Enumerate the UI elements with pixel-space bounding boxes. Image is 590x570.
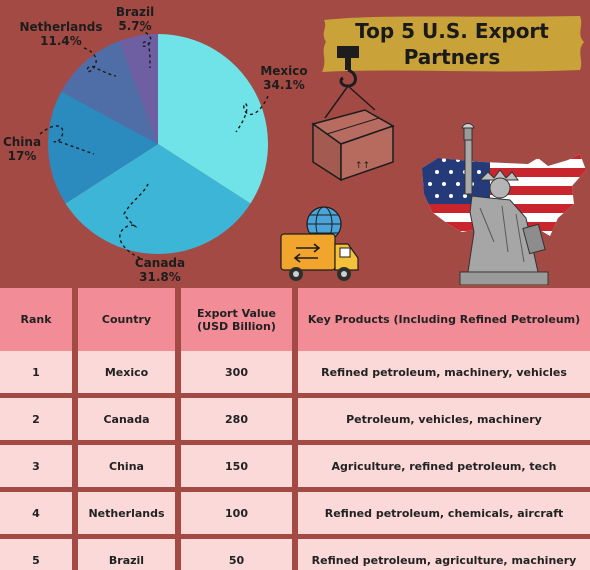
pointer-arrow-china — [39, 125, 95, 155]
slice-value-china: 17% — [7, 149, 37, 163]
pie-slice-china — [48, 91, 158, 204]
chart-title: Top 5 U.S. Export Partners — [355, 19, 549, 69]
pie-slice-netherlands — [61, 40, 158, 145]
slice-value-netherlands: 11.4% — [40, 34, 82, 48]
pie-slice-brazil — [119, 34, 158, 144]
table-header-country: Country — [78, 288, 175, 351]
pointer-arrow-netherlands — [83, 47, 117, 77]
table-row-3-country: China — [78, 445, 175, 487]
table-row-5-value: 50 — [181, 539, 292, 570]
pointer-arrow-brazil — [139, 29, 152, 69]
table-row-1-value: 300 — [181, 351, 292, 393]
pointer-arrow-mexico — [235, 95, 269, 133]
statue-of-liberty-icon — [459, 123, 549, 285]
pie-label-mexico: Mexico 34.1% — [256, 64, 312, 92]
table-header-rank: Rank — [0, 288, 72, 351]
table-row-4-products: Refined petroleum, chemicals, aircraft — [298, 492, 590, 534]
slice-name-brazil: Brazil — [115, 5, 155, 19]
pie-slice-mexico — [158, 34, 268, 204]
pie-slice-canada — [65, 144, 251, 254]
table-row-2-value: 280 — [181, 398, 292, 440]
table-row-1-country: Mexico — [78, 351, 175, 393]
slice-name-canada: Canada — [134, 256, 186, 270]
slice-name-china: China — [2, 135, 42, 149]
table-row-2-country: Canada — [78, 398, 175, 440]
slice-value-mexico: 34.1% — [263, 78, 305, 92]
svg-text:↑↑: ↑↑ — [355, 161, 370, 171]
pie-label-canada: Canada 31.8% — [130, 256, 190, 284]
table-row-3-products: Agriculture, refined petroleum, tech — [298, 445, 590, 487]
pie-chart — [39, 29, 269, 259]
brush-stroke-background — [322, 16, 584, 72]
table-row-4-value: 100 — [181, 492, 292, 534]
table-row-3-value: 150 — [181, 445, 292, 487]
table-row-3-rank: 3 — [0, 445, 72, 487]
crane-hook-box-icon: ↑↑ — [311, 46, 395, 182]
table-header-key-products: Key Products (Including Refined Petroleu… — [298, 288, 590, 351]
table-row-5-rank: 5 — [0, 539, 72, 570]
table-row-1-products: Refined petroleum, machinery, vehicles — [298, 351, 590, 393]
delivery-truck-globe-icon — [280, 206, 359, 281]
slice-value-brazil: 5.7% — [118, 19, 152, 33]
slice-value-canada: 31.8% — [139, 270, 181, 284]
table-row-4-country: Netherlands — [78, 492, 175, 534]
table-row-2-products: Petroleum, vehicles, machinery — [298, 398, 590, 440]
slice-name-netherlands: Netherlands — [19, 20, 103, 34]
pie-label-netherlands: Netherlands 11.4% — [18, 20, 104, 48]
table-row-2-rank: 2 — [0, 398, 72, 440]
pie-label-china: China 17% — [0, 135, 44, 163]
title-banner: Top 5 U.S. Export Partners — [318, 12, 586, 74]
slice-name-mexico: Mexico — [260, 64, 308, 78]
table-header-export-value: Export Value (USD Billion) — [181, 288, 292, 351]
table-row-5-country: Brazil — [78, 539, 175, 570]
export-partners-table: Rank Country Export Value (USD Billion) … — [0, 285, 590, 570]
pie-label-brazil: Brazil 5.7% — [110, 5, 160, 33]
table-row-5-products: Refined petroleum, agriculture, machiner… — [298, 539, 590, 570]
pointer-arrow-canada — [119, 183, 149, 259]
table-row-4-rank: 4 — [0, 492, 72, 534]
table-row-1-rank: 1 — [0, 351, 72, 393]
